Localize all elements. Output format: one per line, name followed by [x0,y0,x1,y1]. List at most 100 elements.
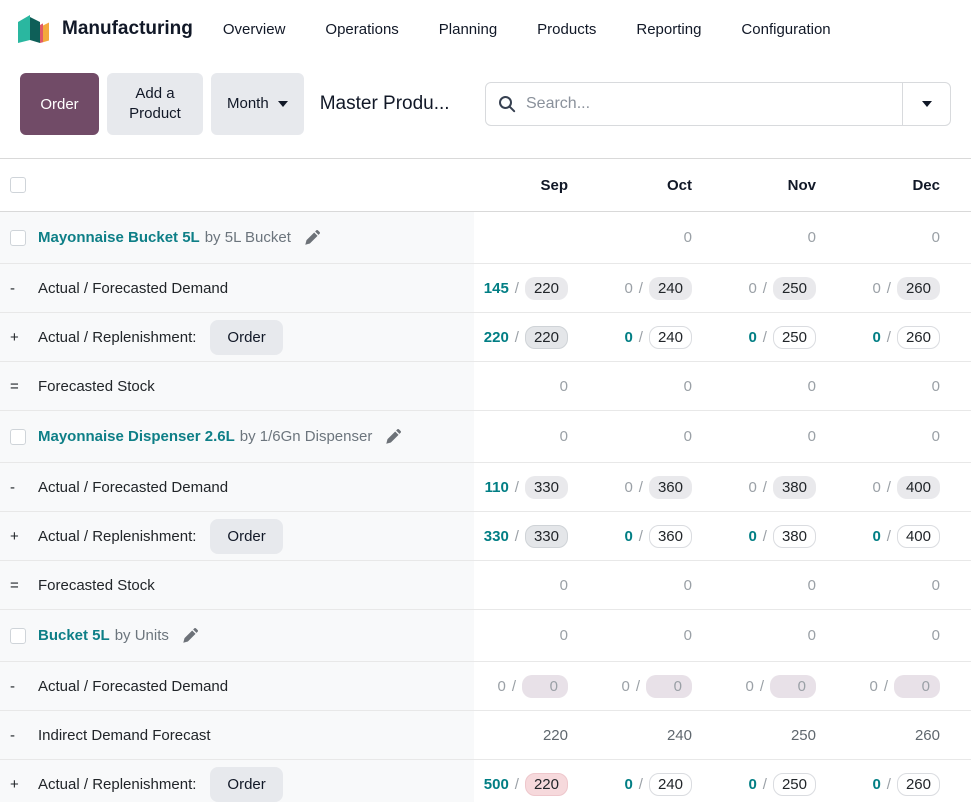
column-header-nov: Nov [787,176,816,194]
cell-dec: 260 [846,727,970,744]
row-label-cell: Mayonnaise Dispenser 2.6L by 1/6Gn Dispen… [38,411,474,462]
forecast-pill[interactable]: 0 [770,674,816,698]
search-dropdown-toggle[interactable] [902,83,950,125]
slash-separator: / [638,279,643,297]
slash-separator: / [514,527,519,545]
forecast-pill[interactable]: 360 [648,475,692,499]
row-operator: + [10,328,19,346]
edit-product-icon[interactable] [183,628,198,643]
cell-nov: 0 / 250 [722,276,846,300]
replenish-input[interactable]: 260 [896,325,940,349]
replenish-input[interactable]: 250 [772,325,816,349]
cell-sep: 0 [474,627,598,644]
order-row-button[interactable]: Order [210,766,283,802]
range-month-button[interactable]: Month [211,73,304,135]
select-all-checkbox[interactable] [10,177,26,193]
value-text: 0 [683,229,692,246]
cell-oct: 0 / 360 [598,475,722,499]
slash-separator: / [762,328,767,346]
cell-oct: 240 [598,727,722,744]
product-row: Bucket 5L by Units 0 0 0 0 [0,610,971,662]
nav-item-operations[interactable]: Operations [325,20,399,38]
replenish-input[interactable]: 250 [772,772,816,796]
row-operator: = [10,377,19,395]
actual-value: 0 [624,328,633,346]
value-text: 0 [683,377,692,395]
product-link[interactable]: Mayonnaise Dispenser 2.6L [38,428,235,445]
row-operator: - [10,478,15,496]
forecast-pill[interactable]: 0 [894,674,940,698]
cell-dec: 0 [846,378,970,395]
value-text: 0 [931,229,940,246]
actual-value: 110 [484,478,509,496]
replenish-input[interactable]: 260 [896,772,940,796]
edit-product-icon[interactable] [305,230,320,245]
chevron-down-icon [921,101,932,107]
add-product-button[interactable]: Add a Product [107,73,203,135]
cell-sep: 0 [474,428,598,445]
replenish-input[interactable]: 220 [524,772,568,796]
edit-product-icon[interactable] [386,429,402,444]
nav-item-configuration[interactable]: Configuration [741,20,831,38]
row-label-cell: Bucket 5L by Units [38,610,474,661]
row-checkbox[interactable] [10,229,26,246]
cell-oct: 0 / 240 [598,325,722,349]
search-input[interactable] [526,95,890,113]
nav-item-products[interactable]: Products [537,20,597,38]
replenish-input[interactable]: 360 [648,524,692,548]
cell-dec: 0 / 260 [846,276,970,300]
forecast-pill[interactable]: 0 [522,674,568,698]
row-label: Forecasted Stock [38,377,155,395]
actual-value: 0 [624,775,633,793]
top-navbar: Manufacturing Overview Operations Planning… [0,0,971,58]
forecast-pill[interactable]: 260 [896,276,940,300]
replenish-input[interactable]: 240 [648,772,692,796]
forecast-pill[interactable]: 380 [772,475,816,499]
product-link[interactable]: Bucket 5L [38,627,110,644]
order-button[interactable]: Order [20,73,99,135]
cell-dec: 0 [846,229,970,246]
cell-sep: 220 [474,727,598,744]
replenish-input[interactable]: 330 [524,524,568,548]
row-lead-cell [0,610,38,661]
order-row-button[interactable]: Order [210,518,283,554]
forecast-pill[interactable]: 220 [524,276,568,300]
cell-dec: 0 / 0 [846,674,970,698]
value-text: 0 [683,576,692,594]
nav-item-overview[interactable]: Overview [222,20,286,38]
actual-value: 0 [748,527,757,545]
value-text: 0 [807,627,816,644]
line-row: - Indirect Demand Forecast 220 240 250 260 [0,711,971,760]
actual-value: 0 [624,527,633,545]
forecast-pill[interactable]: 250 [772,276,816,300]
forecast-pill[interactable]: 400 [896,475,940,499]
actual-value: 0 [748,279,757,297]
cell-sep: 500 / 220 [474,772,598,796]
row-operator: + [10,527,19,545]
row-label-cell: Indirect Demand Forecast [38,711,474,759]
replenish-input[interactable]: 220 [524,325,568,349]
forecast-pill[interactable]: 240 [648,276,692,300]
row-label-cell: Actual / Forecasted Demand [38,264,474,312]
replenish-input[interactable]: 380 [772,524,816,548]
cell-oct: 0 [598,229,722,246]
table-header-row: Sep Oct Nov Dec [0,158,971,212]
row-checkbox[interactable] [10,627,26,644]
order-row-button[interactable]: Order [210,319,283,355]
slash-separator: / [883,677,888,695]
replenish-input[interactable]: 400 [896,524,940,548]
nav-item-planning[interactable]: Planning [438,20,498,38]
row-checkbox[interactable] [10,428,26,445]
cell-nov: 250 [722,727,846,744]
forecast-pill[interactable]: 0 [646,674,692,698]
product-link[interactable]: Mayonnaise Bucket 5L [38,229,200,246]
toolbar: Order Add a Product Month Master Produ..… [0,58,971,158]
replenish-input[interactable]: 240 [648,325,692,349]
line-row: + Actual / Replenishment: Order 330 / 330 0 / 36… [0,512,971,561]
cell-nov: 0 [722,229,846,246]
cell-nov: 0 [722,627,846,644]
nav-item-reporting[interactable]: Reporting [636,20,702,38]
forecast-pill[interactable]: 330 [524,475,568,499]
slash-separator: / [886,328,891,346]
cell-dec: 0 [846,428,970,445]
